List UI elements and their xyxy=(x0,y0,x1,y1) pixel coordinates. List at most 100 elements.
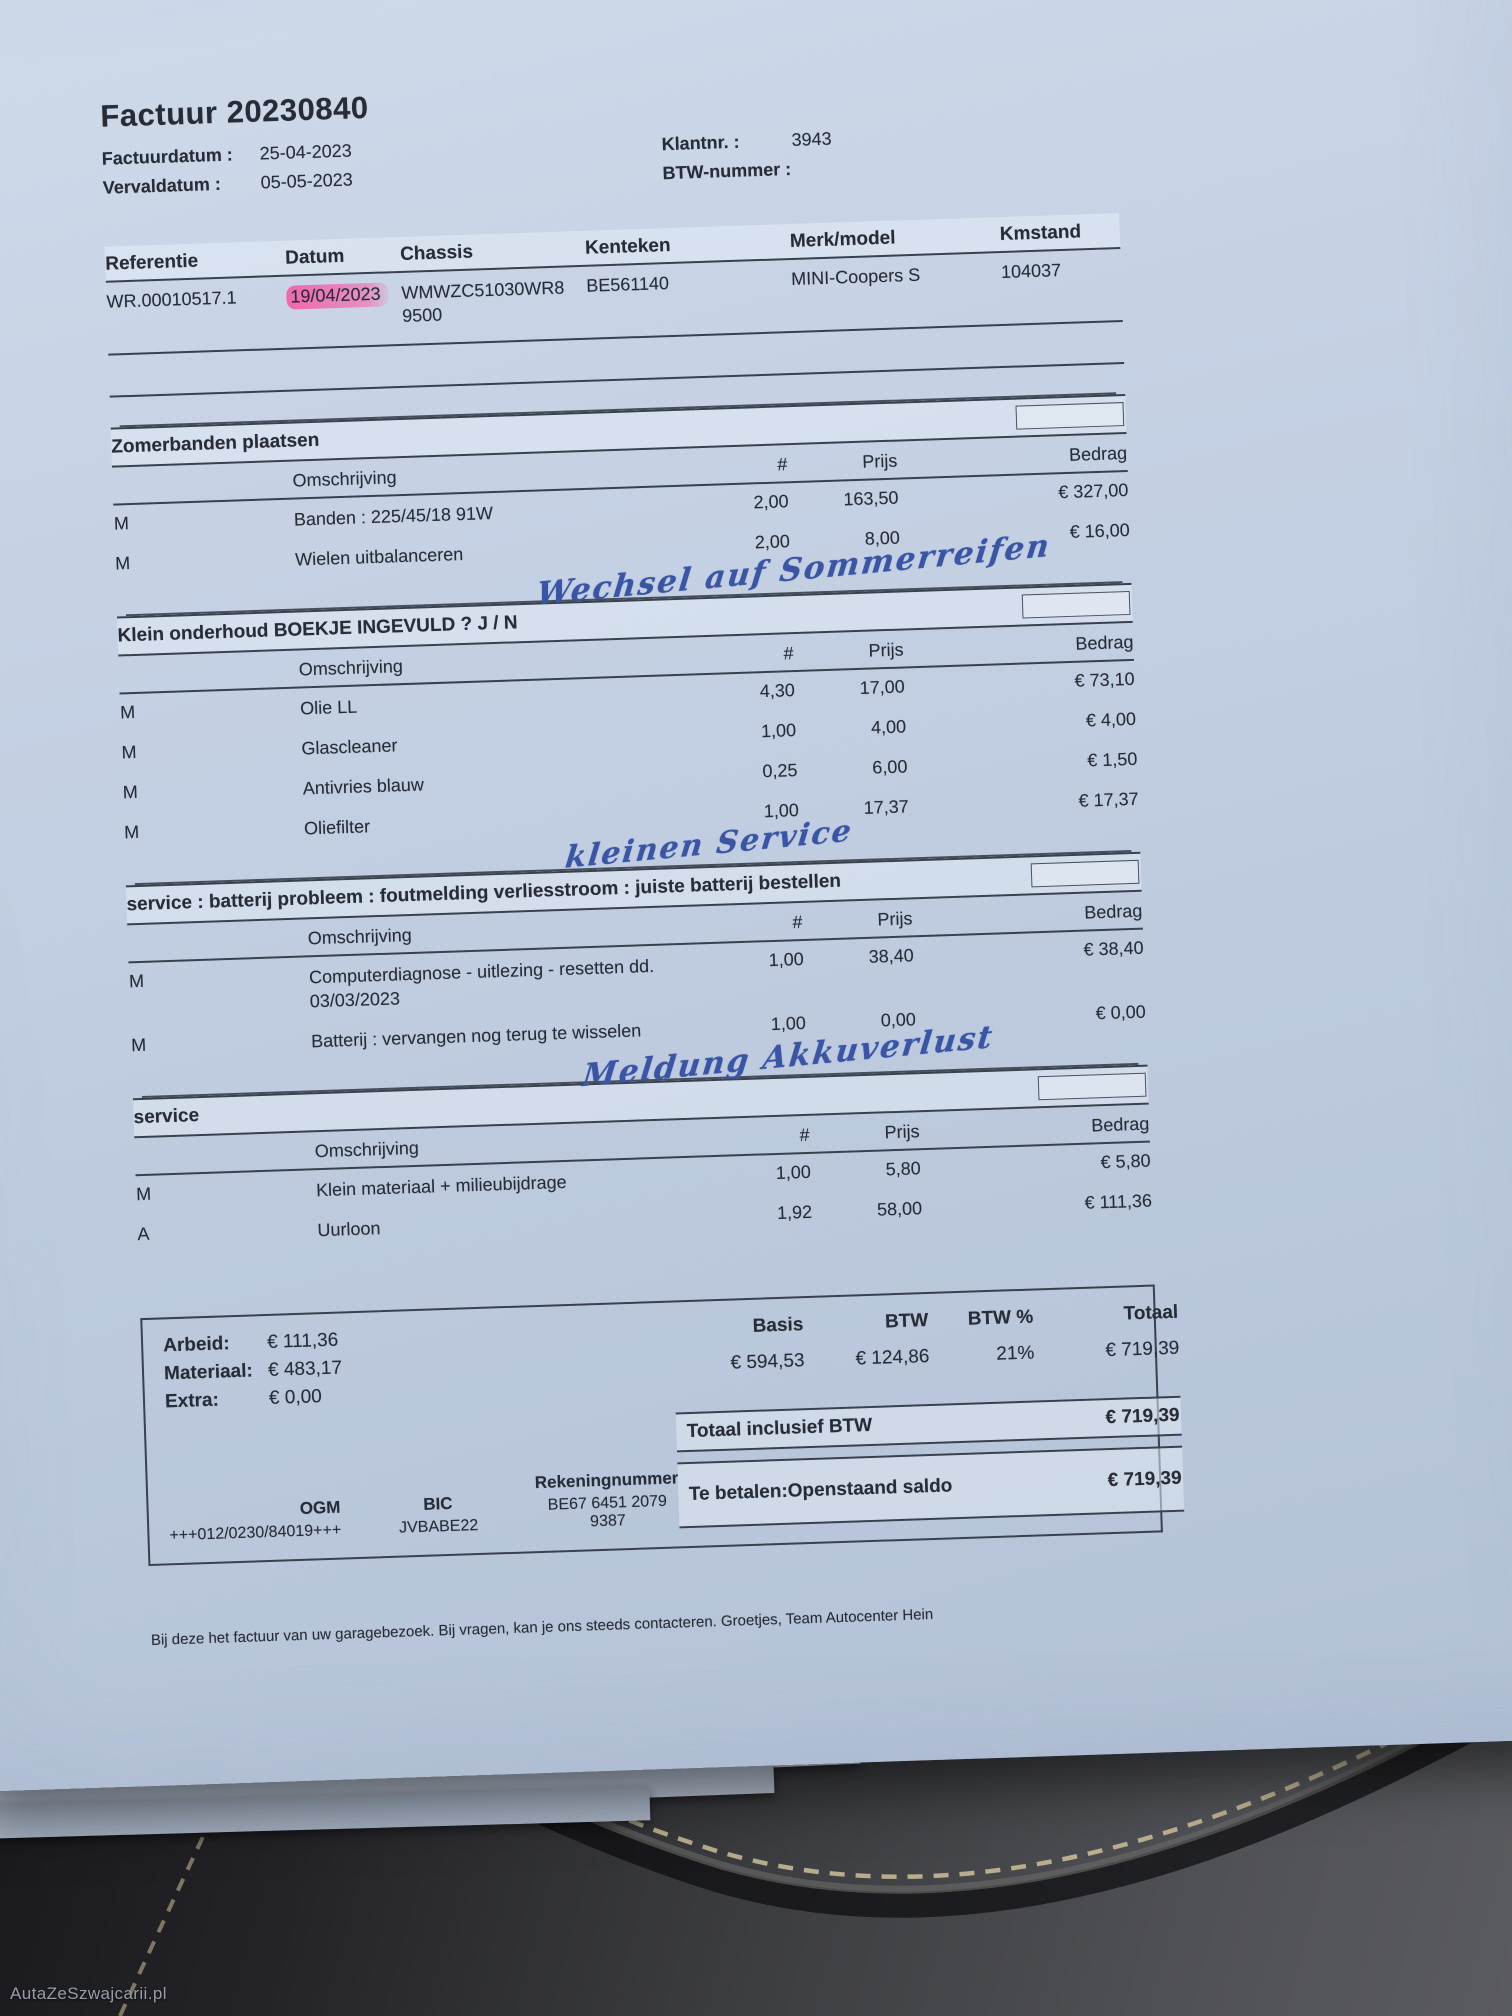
btw-header: BTW xyxy=(884,1310,929,1333)
vervaldatum-label: Vervaldatum : xyxy=(102,173,222,198)
header-prijs: Prijs xyxy=(861,450,898,472)
item-bedrag: € 73,10 xyxy=(1074,668,1135,691)
item-bedrag: € 38,40 xyxy=(1083,937,1144,960)
header-prijs: Prijs xyxy=(884,1120,920,1143)
item-code: M xyxy=(130,1035,147,1056)
te-betalen-label: Te betalen:Openstaand saldo xyxy=(688,1475,953,1506)
item-code: M xyxy=(121,741,137,763)
item-code: M xyxy=(128,970,145,992)
totals-left-block: Arbeid: € 111,36 Materiaal: € 483,17 Ext… xyxy=(163,1319,676,1420)
header-omschrijving: Omschrijving xyxy=(314,1137,420,1161)
vervaldatum-value: 05-05-2023 xyxy=(260,169,354,193)
item-qty: 1,92 xyxy=(776,1201,813,1223)
footer-note: Bij deze het factuur van uw garagebezoek… xyxy=(150,1606,934,1650)
section-empty-box xyxy=(1015,402,1125,430)
btw-value: € 124,86 xyxy=(855,1346,930,1370)
rekeningnummer-value: BE67 6451 2079 9387 xyxy=(547,1493,668,1531)
divider-rule xyxy=(109,361,1125,398)
bic-label: BIC xyxy=(422,1494,453,1515)
item-prijs: 6,00 xyxy=(872,756,908,778)
invoice-content: Factuur 20230840 Factuurdatum : 25-04-20… xyxy=(100,90,1185,1650)
datum-value: 19/04/2023 xyxy=(286,282,403,338)
item-qty: 1,00 xyxy=(768,948,805,970)
item-bedrag: € 327,00 xyxy=(1057,479,1129,503)
extra-value: € 0,00 xyxy=(268,1386,323,1410)
col-merk-model: Merk/model xyxy=(789,227,896,253)
col-referentie: Referentie xyxy=(104,250,199,275)
item-omschrijving: Glascleaner xyxy=(301,735,398,759)
chassis-value: WMWZC51030WR89500 xyxy=(401,277,565,326)
item-code: M xyxy=(122,782,139,803)
btw-nummer-label: BTW-nummer : xyxy=(662,158,792,184)
extra-label: Extra: xyxy=(164,1389,220,1413)
item-code: M xyxy=(119,701,136,723)
item-prijs: 5,80 xyxy=(885,1157,922,1180)
item-bedrag: € 1,50 xyxy=(1086,748,1138,771)
header-omschrijving: Omschrijving xyxy=(292,467,397,491)
rekeningnummer-label: Rekeningnummer xyxy=(534,1468,679,1493)
arbeid-label: Arbeid: xyxy=(162,1333,231,1357)
col-kenteken: Kenteken xyxy=(584,234,671,259)
header-prijs: Prijs xyxy=(877,908,913,930)
te-betalen-band: Te betalen:Openstaand saldo € 719,39 xyxy=(677,1445,1185,1529)
header-bedrag: Bedrag xyxy=(1068,442,1128,465)
header-prijs: Prijs xyxy=(868,639,904,661)
section-zomerbanden: Zomerbanden plaatsen Omschrijving # Prij… xyxy=(110,393,1131,612)
factuurdatum-label: Factuurdatum : xyxy=(101,144,234,169)
ogm-label: OGM xyxy=(299,1497,341,1519)
item-omschrijving: Antivries blauw xyxy=(302,774,425,799)
item-prijs: 58,00 xyxy=(876,1198,923,1220)
item-qty: 4,30 xyxy=(759,679,796,701)
referentie-value: WR.00010517.1 xyxy=(106,287,237,312)
stitch-line xyxy=(0,1498,1512,1879)
header-bedrag: Bedrag xyxy=(1083,900,1143,923)
header-bedrag: Bedrag xyxy=(1075,631,1134,654)
item-qty: 0,25 xyxy=(762,760,798,782)
item-code: M xyxy=(135,1183,152,1204)
header-qty: # xyxy=(776,454,788,475)
col-chassis: Chassis xyxy=(399,241,474,265)
totals-right-block: Basis BTW BTW % Totaal € 594,53 € 124,86… xyxy=(673,1302,1181,1403)
header-qty: # xyxy=(792,911,803,933)
watermark: AutaZeSzwajcarii.pl xyxy=(10,1984,167,2003)
item-omschrijving: Olie LL xyxy=(299,696,358,719)
item-qty: 1,00 xyxy=(770,1013,807,1035)
kenteken-value: BE561140 xyxy=(585,273,670,296)
materiaal-label: Materiaal: xyxy=(163,1360,254,1385)
bic-value: JVBABE22 xyxy=(398,1517,479,1537)
materiaal-value: € 483,17 xyxy=(267,1357,343,1382)
header-qty: # xyxy=(799,1124,810,1145)
item-omschrijving: Computerdiagnose - uitlezing - resetten … xyxy=(308,955,655,1012)
section-title: Zomerbanden plaatsen xyxy=(111,429,320,458)
pink-highlight: 19/04/2023 xyxy=(286,282,389,310)
header-omschrijving: Omschrijving xyxy=(298,655,404,680)
item-qty: 1,00 xyxy=(775,1161,812,1183)
item-omschrijving: Banden : 225/45/18 91W xyxy=(293,503,494,530)
bank-details: OGM +++012/0230/84019+++ BIC JVBABE22 Re… xyxy=(168,1463,680,1546)
item-prijs: 163,50 xyxy=(843,487,899,510)
invoice-meta-right: Klantnr. : 3943 BTW-nummer : xyxy=(661,129,833,193)
section-title: service xyxy=(133,1104,200,1128)
klantnr-value: 3943 xyxy=(791,128,832,150)
totals-box: Arbeid: € 111,36 Materiaal: € 483,17 Ext… xyxy=(140,1284,1185,1567)
totaal-value: € 719,39 xyxy=(1105,1337,1180,1362)
item-prijs: 17,00 xyxy=(859,676,906,698)
item-prijs: 4,00 xyxy=(870,716,907,738)
arbeid-value: € 111,36 xyxy=(266,1329,339,1354)
btw-pct-value: 21% xyxy=(996,1342,1035,1366)
item-bedrag: € 5,80 xyxy=(1100,1150,1151,1172)
item-bedrag: € 4,00 xyxy=(1085,708,1137,731)
item-qty: 1,00 xyxy=(760,719,797,742)
item-code: M xyxy=(123,822,140,843)
item-code: M xyxy=(114,553,131,574)
basis-header: Basis xyxy=(752,1314,804,1338)
section-empty-box xyxy=(1037,1072,1147,1100)
factuurdatum-value: 25-04-2023 xyxy=(259,140,353,164)
te-betalen-value: € 719,39 xyxy=(1107,1467,1182,1492)
totaal-header: Totaal xyxy=(1123,1302,1179,1325)
section-empty-box xyxy=(1021,590,1131,619)
item-prijs: 38,40 xyxy=(868,945,914,967)
totaal-incl-btw-label: Totaal inclusief BTW xyxy=(686,1415,873,1443)
item-code: A xyxy=(137,1223,150,1245)
